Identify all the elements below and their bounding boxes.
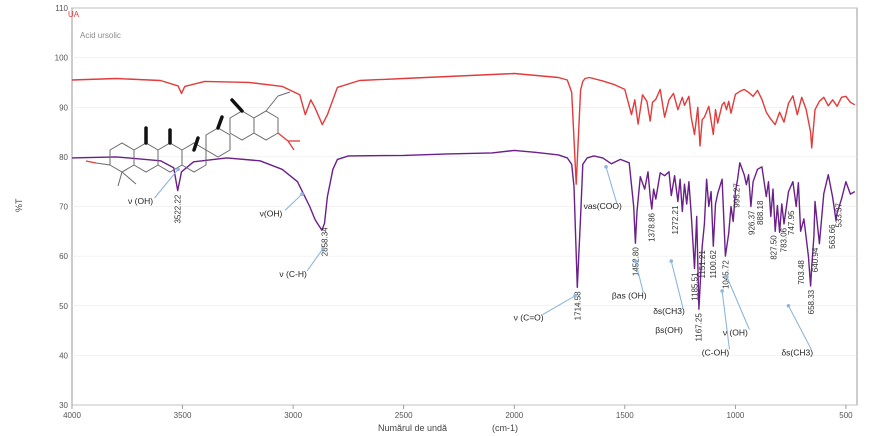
x-tick-label: 1000 xyxy=(726,411,744,420)
y-tick-label: 50 xyxy=(59,302,68,311)
y-tick-label: 60 xyxy=(59,252,68,261)
annotation-arrowhead xyxy=(787,304,791,308)
annotation-arrowhead xyxy=(720,289,724,293)
peak-label: 1151.21 xyxy=(698,250,707,279)
y-tick-label: 70 xyxy=(59,203,68,212)
peak-label: 888.18 xyxy=(756,200,765,225)
x-tick-label: 500 xyxy=(839,411,853,420)
band-assignment-label: δs(CH3) xyxy=(781,347,813,357)
y-tick-label: 90 xyxy=(59,103,68,112)
band-assignment-label: βas (OH) xyxy=(612,290,647,300)
annotation-arrowhead xyxy=(300,192,304,196)
y-tick-label: 30 xyxy=(59,401,68,410)
peak-label: 3522.22 xyxy=(174,194,183,223)
peak-label: 640.94 xyxy=(811,247,820,272)
annotation-arrowhead xyxy=(725,274,729,278)
peak-label: 1272.21 xyxy=(671,205,680,234)
y-axis-label: %T xyxy=(14,198,24,212)
x-tick-label: 3500 xyxy=(174,411,192,420)
annotation-arrowhead xyxy=(669,259,673,263)
peak-label: 1378.86 xyxy=(648,212,657,241)
x-tick-label: 3000 xyxy=(284,411,302,420)
y-tick-label: 100 xyxy=(55,54,69,63)
x-axis-unit: (cm-1) xyxy=(492,423,518,433)
y-tick-label: 110 xyxy=(55,4,68,13)
peak-label: 2858.34 xyxy=(321,227,330,256)
band-assignment-label: ν(OH) xyxy=(260,208,283,218)
annotation-arrowhead xyxy=(176,167,180,171)
band-assignment-label: (C-OH) xyxy=(702,347,730,357)
peak-label: 703.48 xyxy=(797,260,806,285)
band-assignment-label: ν (C=O) xyxy=(514,313,544,323)
legend-bottom-label: Acid ursolic xyxy=(80,31,121,40)
peak-label: 533.37 xyxy=(835,203,844,228)
peak-label: 995.27 xyxy=(732,183,741,208)
peak-label: 1045.72 xyxy=(721,260,730,289)
band-assignment-label: δs(CH3) xyxy=(653,306,685,316)
annotation-arrowhead xyxy=(634,259,638,263)
annotation-arrowhead xyxy=(573,294,577,298)
annotation-arrowhead xyxy=(604,165,608,169)
band-assignment-label: ν (C-H) xyxy=(279,269,307,279)
peak-label: 658.33 xyxy=(807,289,816,314)
x-tick-label: 1500 xyxy=(616,411,634,420)
x-tick-label: 2000 xyxy=(505,411,523,420)
x-tick-label: 4000 xyxy=(63,411,81,420)
y-tick-label: 40 xyxy=(59,351,68,360)
band-assignment-label: ν (OH) xyxy=(128,196,153,206)
peak-label: 1167.25 xyxy=(694,313,703,342)
annotation-arrowhead xyxy=(321,247,325,251)
x-tick-label: 2500 xyxy=(395,411,413,420)
peak-label: 827.50 xyxy=(770,235,779,260)
peak-label: 1100.62 xyxy=(709,250,718,279)
band-assignment-label: βs(OH) xyxy=(655,325,683,335)
band-assignment-label: νas(COO) xyxy=(584,201,622,211)
legend-top-label: UA xyxy=(68,10,80,19)
y-tick-label: 80 xyxy=(59,153,68,162)
x-axis-label: Numărul de undă xyxy=(378,423,447,433)
peak-label: 747.95 xyxy=(787,210,796,235)
